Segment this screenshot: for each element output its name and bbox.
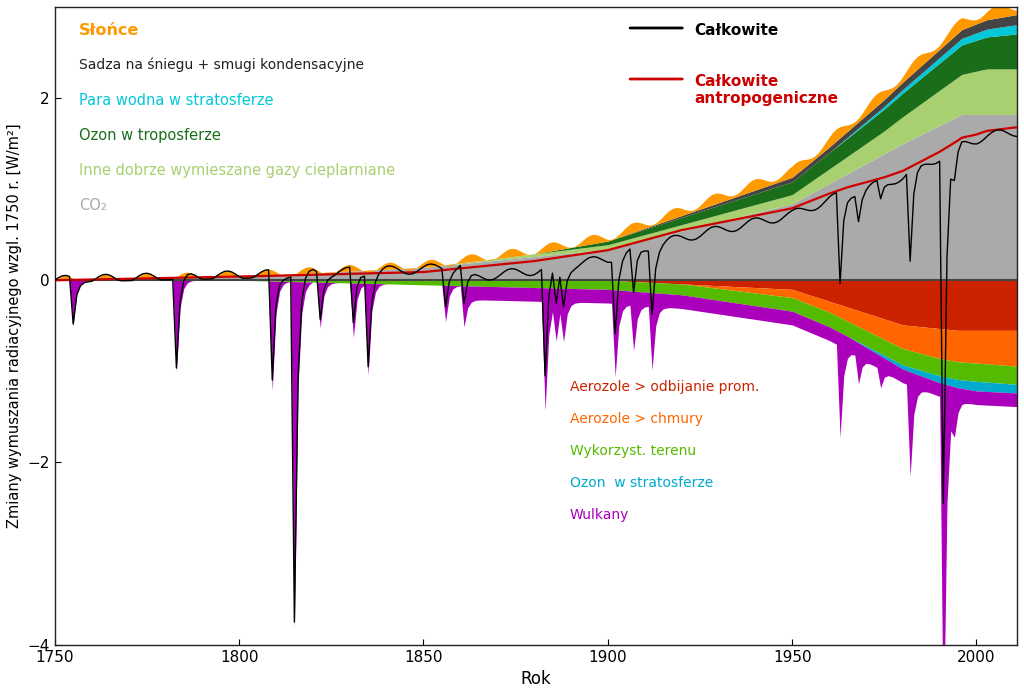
X-axis label: Rok: Rok	[520, 670, 551, 688]
Text: Wulkany: Wulkany	[569, 507, 629, 521]
Text: Sadza na śniegu + smugi kondensacyjne: Sadza na śniegu + smugi kondensacyjne	[79, 58, 364, 72]
Text: CO₂: CO₂	[79, 198, 106, 213]
Text: Słońce: Słońce	[79, 23, 139, 38]
Text: Inne dobrze wymieszane gazy cieplarniane: Inne dobrze wymieszane gazy cieplarniane	[79, 163, 395, 178]
Text: Wykorzyst. terenu: Wykorzyst. terenu	[569, 444, 695, 458]
Text: Ozon w troposferze: Ozon w troposferze	[79, 128, 220, 143]
Y-axis label: Zmiany wymuszania radiacyjnego wzgl. 1750 r. [W/m²]: Zmiany wymuszania radiacyjnego wzgl. 175…	[7, 124, 22, 528]
Text: Całkowite
antropogeniczne: Całkowite antropogeniczne	[694, 74, 839, 106]
Text: Całkowite: Całkowite	[694, 23, 779, 38]
Text: Aerozole > odbijanie prom.: Aerozole > odbijanie prom.	[569, 380, 759, 394]
Text: Ozon  w stratosferze: Ozon w stratosferze	[569, 475, 713, 490]
Text: Para wodna w stratosferze: Para wodna w stratosferze	[79, 93, 273, 108]
Text: Aerozole > chmury: Aerozole > chmury	[569, 412, 702, 426]
